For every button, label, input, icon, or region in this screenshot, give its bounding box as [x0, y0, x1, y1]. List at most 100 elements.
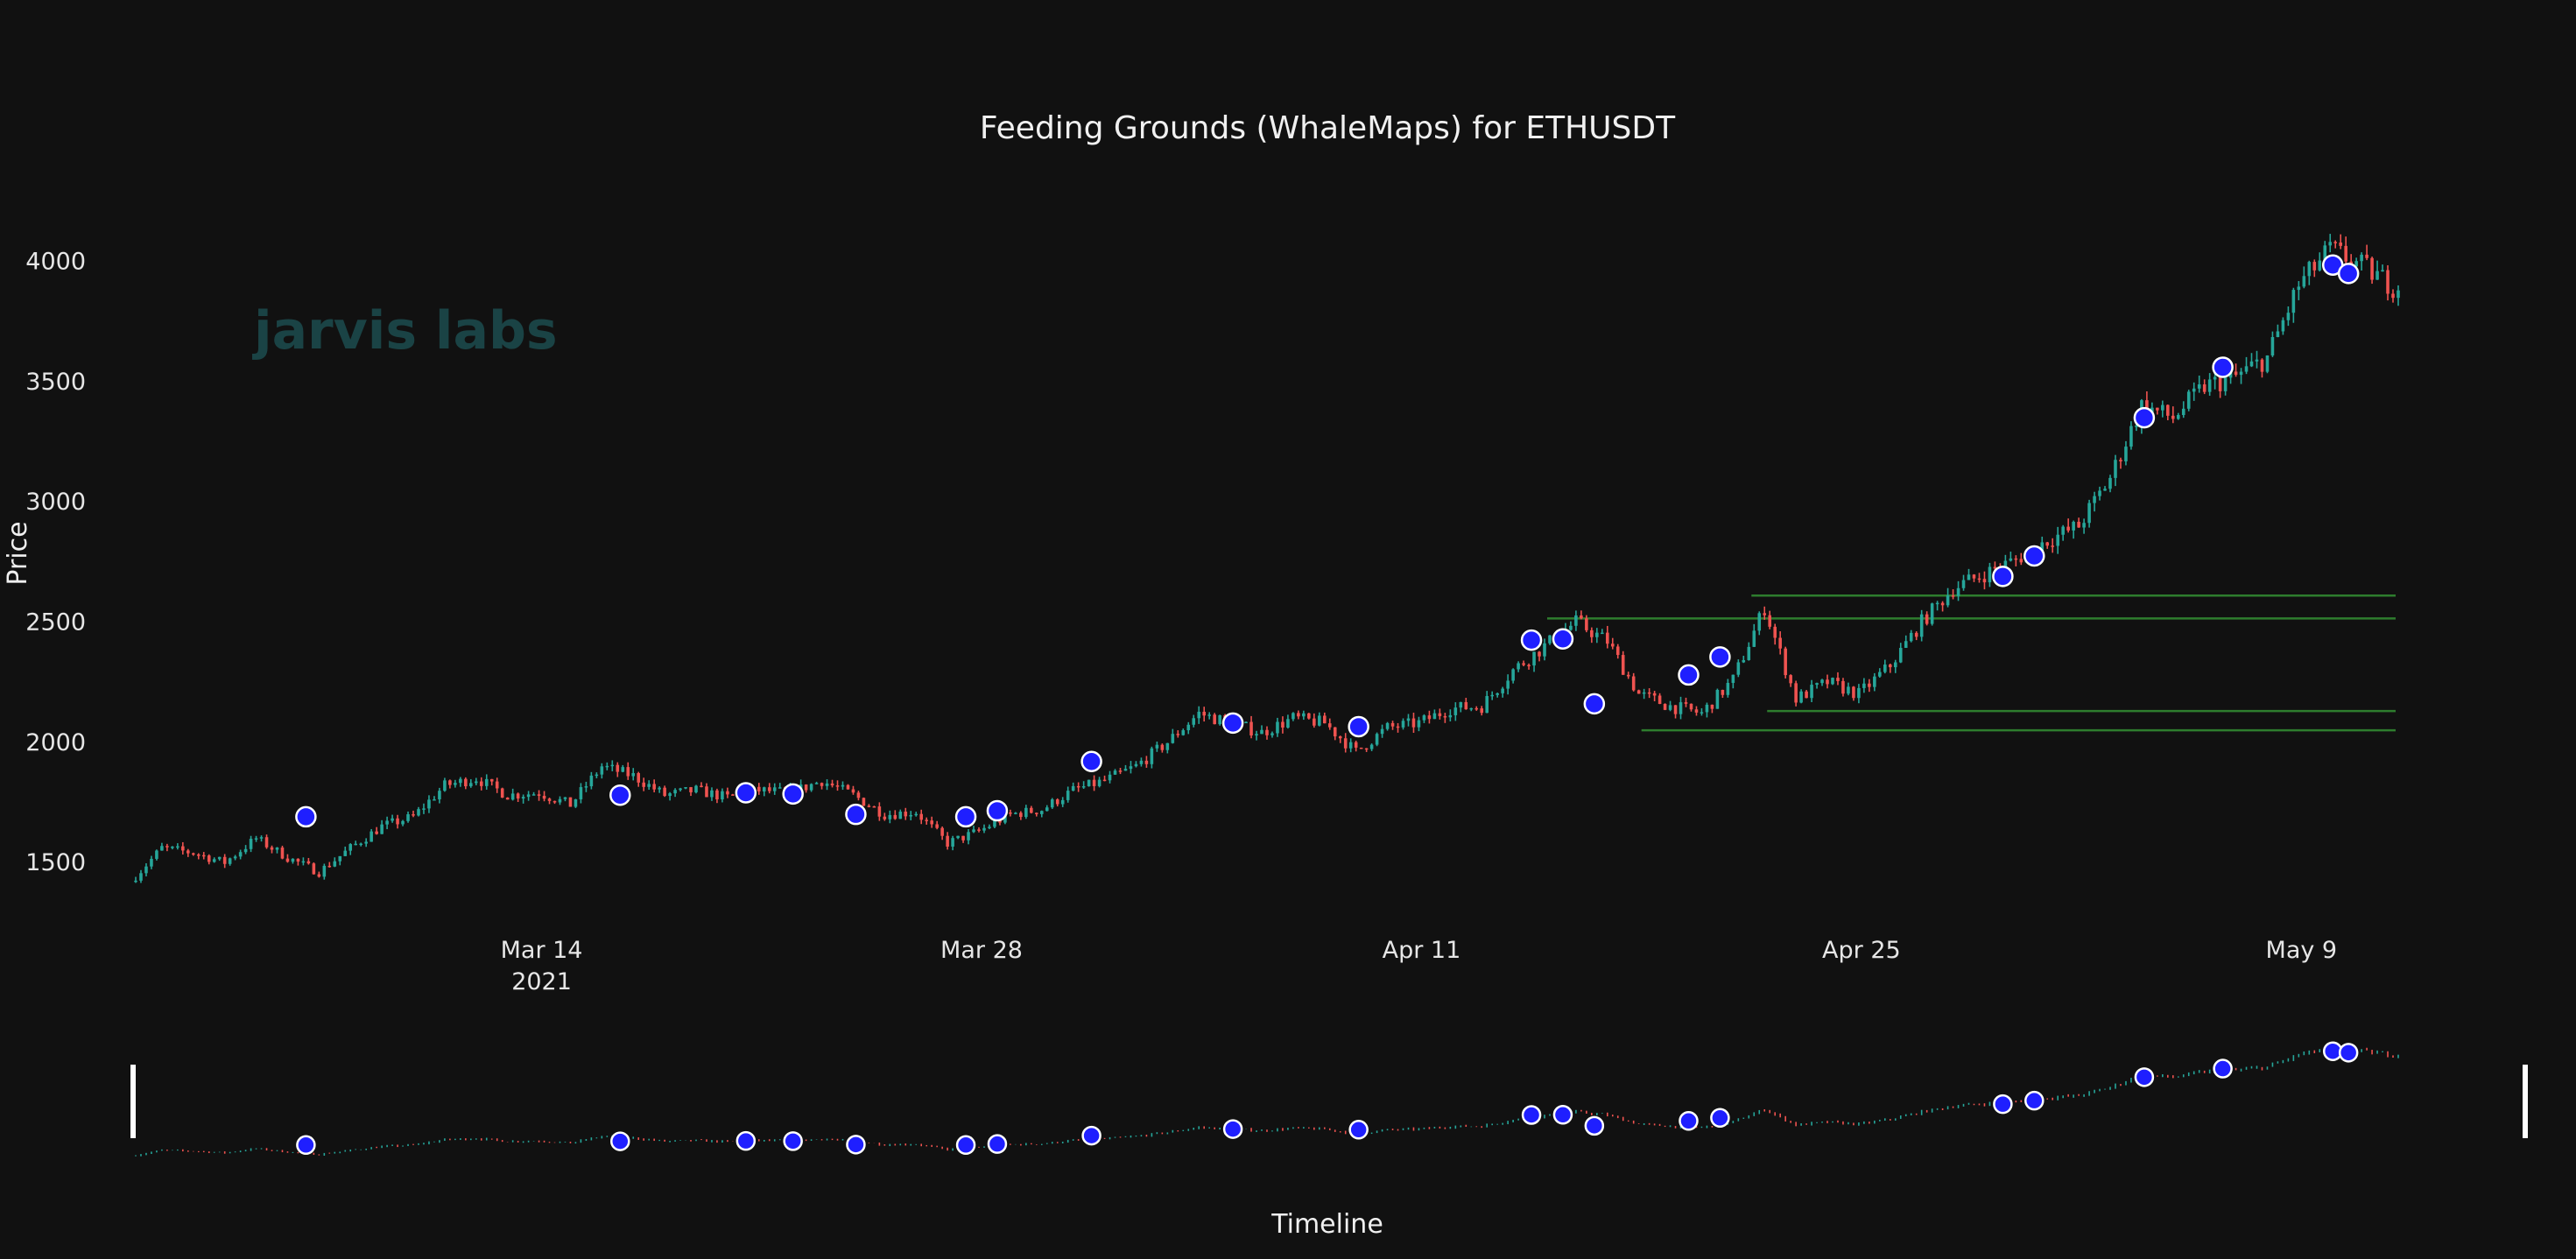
whale-marker — [845, 803, 867, 826]
whale-marker — [735, 782, 757, 804]
candle-body — [134, 880, 137, 883]
candle-body — [270, 847, 274, 850]
feeding-ground-zones — [1547, 594, 2396, 732]
mini-whale-marker — [2134, 1067, 2155, 1087]
mini-whale-marker — [955, 1135, 976, 1156]
whale-marker — [1080, 750, 1102, 773]
candle-body — [946, 835, 949, 847]
candle-body — [1826, 679, 1829, 685]
candle-body — [2291, 290, 2296, 313]
candle-body — [1548, 635, 1552, 644]
x-tick-label: May 9 — [2266, 937, 2338, 964]
candle-body — [579, 787, 583, 799]
x-tick-label: Mar 14 — [501, 937, 583, 964]
candle-body — [658, 787, 661, 790]
candle-body — [762, 787, 766, 791]
candle-body — [1035, 812, 1038, 814]
candle-body — [375, 831, 378, 834]
candle-body — [1585, 618, 1588, 630]
range-slider-track[interactable] — [133, 1031, 2525, 1171]
candle-body — [2249, 361, 2254, 367]
candle-body — [1055, 799, 1059, 805]
y-axis-title: Price — [3, 521, 33, 585]
whale-marker — [2337, 263, 2360, 285]
candle-body — [165, 846, 169, 848]
candle-body — [652, 784, 656, 790]
candle-body — [2328, 242, 2333, 246]
candle-body — [919, 813, 924, 820]
candle-body — [1354, 742, 1358, 748]
candle-body — [1705, 704, 1709, 713]
candle-body — [1045, 807, 1049, 812]
candle-body — [558, 798, 562, 803]
candle-body — [1014, 812, 1017, 814]
candle-body — [259, 837, 264, 839]
candle-body — [2386, 270, 2389, 294]
candle-body — [380, 824, 384, 834]
candle-body — [2323, 245, 2327, 261]
range-slider-left-handle[interactable] — [130, 1065, 136, 1138]
candle-body — [275, 848, 279, 850]
candle-body — [464, 778, 468, 787]
mini-whale-marker — [2024, 1090, 2045, 1111]
candle-body — [1847, 686, 1850, 694]
candle-body — [2318, 260, 2322, 271]
y-axis: 1500 2000 2500 3000 3500 4000 — [25, 249, 86, 876]
x-axis-title: Timeline — [1270, 1209, 1383, 1240]
candle-body — [1658, 695, 1662, 705]
candle-body — [2066, 526, 2070, 531]
candle-body — [322, 865, 327, 877]
candle-body — [1605, 632, 1609, 644]
candle-body — [1186, 724, 1191, 731]
candle-body — [196, 854, 201, 856]
candle-body — [1930, 603, 1934, 624]
x-tick-label: Mar 28 — [940, 937, 1023, 964]
candle-body — [898, 812, 903, 819]
candle-body — [1768, 615, 1772, 627]
candle-body — [2260, 359, 2264, 372]
range-slider-right-handle[interactable] — [2523, 1065, 2528, 1138]
candle-body — [988, 826, 991, 828]
candle-body — [1590, 630, 1594, 637]
candle-body — [862, 798, 866, 806]
candle-body — [1852, 686, 1855, 699]
candle-body — [767, 787, 771, 791]
candle-body — [1636, 690, 1641, 694]
candle-body — [1485, 695, 1489, 714]
candle-body — [2087, 503, 2091, 524]
candle-body — [1647, 692, 1651, 694]
candle-body — [2161, 404, 2164, 411]
candle-body — [1715, 689, 1720, 709]
candle-body — [1857, 687, 1861, 699]
candle-body — [1721, 689, 1725, 695]
candle-body — [1255, 734, 1258, 736]
candle-body — [841, 784, 845, 787]
candle-body — [2197, 384, 2201, 389]
candle-body — [2307, 262, 2312, 277]
candle-body — [1260, 729, 1263, 735]
chart-title: Feeding Grounds (WhaleMaps) for ETHUSDT — [980, 110, 1676, 146]
candle-body — [809, 784, 813, 791]
candle-body — [1417, 720, 1421, 728]
candle-body — [171, 846, 174, 848]
candle-body — [2344, 245, 2347, 262]
candle-body — [2302, 276, 2306, 287]
candle-body — [285, 858, 290, 862]
candle-body — [600, 766, 604, 775]
candle-body — [2014, 558, 2018, 560]
candle-body — [888, 814, 892, 819]
candle-body — [312, 863, 316, 875]
whale-marker — [1221, 712, 1244, 735]
candle-body — [317, 874, 321, 877]
mini-whale-marker — [1222, 1119, 1243, 1139]
range-slider[interactable] — [130, 1031, 2528, 1171]
candle-body — [1406, 718, 1411, 721]
candle-body — [563, 797, 567, 799]
candle-body — [187, 850, 190, 854]
candle-body — [2218, 376, 2222, 391]
candle-body — [2339, 243, 2342, 246]
candle-body — [1009, 812, 1012, 814]
candle-body — [212, 859, 216, 862]
candle-body — [531, 794, 536, 796]
candle-body — [479, 781, 483, 786]
